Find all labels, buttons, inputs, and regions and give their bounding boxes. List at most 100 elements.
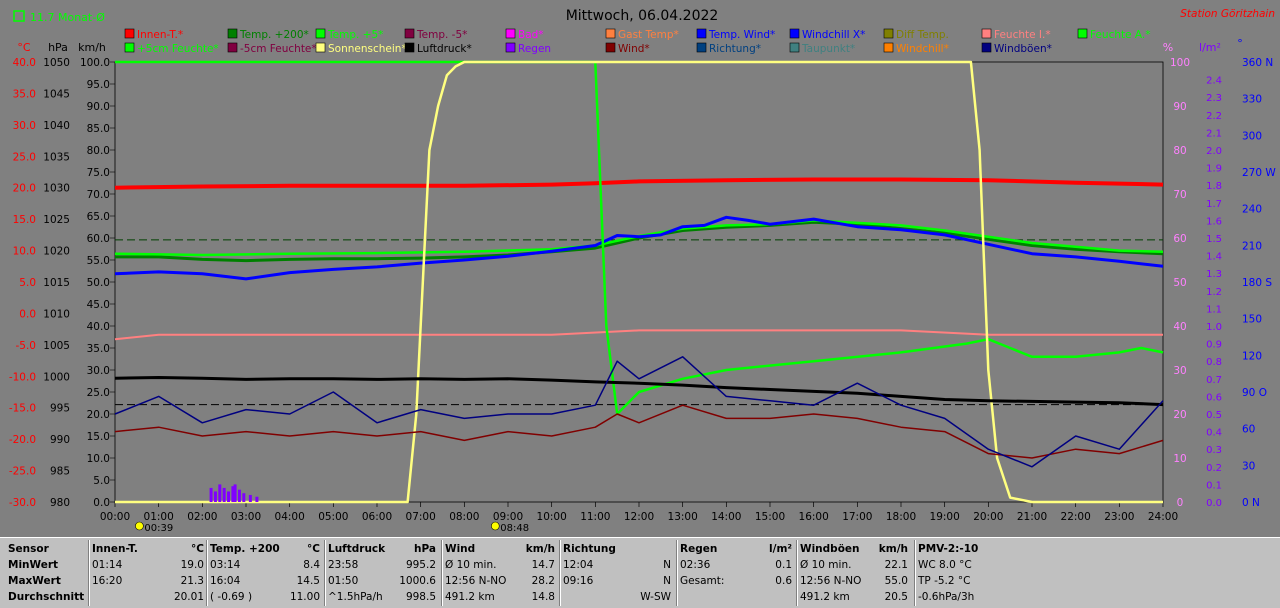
time-tick-label: 18:00 bbox=[886, 511, 916, 523]
wind-tick-label: 90.0 bbox=[87, 101, 110, 113]
legend-label: Temp. +5* bbox=[327, 29, 383, 41]
rain-tick-label: 2.3 bbox=[1206, 93, 1222, 104]
rain-bar bbox=[248, 494, 252, 502]
time-tick-label: 01:00 bbox=[144, 511, 174, 523]
rain-bar bbox=[242, 493, 246, 502]
direction-tick-label: 240 bbox=[1242, 204, 1262, 216]
humidity-tick-label: 0 bbox=[1177, 497, 1184, 509]
time-tick-label: 24:00 bbox=[1148, 511, 1178, 523]
stats-column-title: PMV-2:-10 bbox=[918, 543, 979, 555]
stats-row: -0.6hPa/3h bbox=[918, 589, 1018, 605]
rain-tick-label: 1.8 bbox=[1206, 181, 1222, 192]
pressure-tick-label: 1015 bbox=[43, 277, 70, 289]
stats-column: Windböen km/h Ø 10 min. 22.1 12:56 N-NO 55.0 4… bbox=[800, 541, 908, 607]
stats-cell-value: 0.1 bbox=[775, 559, 792, 571]
stats-row: 02:36 0.1 bbox=[680, 557, 792, 573]
stats-cell-label: Ø 10 min. bbox=[800, 559, 852, 571]
stats-row: Ø 10 min. 22.1 bbox=[800, 557, 908, 573]
stats-column-title: Temp. +200 bbox=[210, 543, 280, 555]
rain-tick-label: 0.0 bbox=[1206, 498, 1222, 509]
page-title: Mittwoch, 06.04.2022 bbox=[566, 8, 719, 24]
series-line-3 bbox=[114, 215, 1164, 281]
temp-indicator-icon bbox=[13, 10, 25, 22]
stats-cell-label: 12:56 N-NO bbox=[445, 575, 507, 587]
stats-cell-label: ( -0.69 ) bbox=[210, 591, 253, 603]
stats-cell-label: 09:16 bbox=[563, 575, 594, 587]
stats-cell-label: 01:50 bbox=[328, 575, 359, 587]
rain-bar bbox=[255, 496, 259, 502]
legend-swatch bbox=[227, 28, 238, 39]
legend-label: Innen-T.* bbox=[137, 29, 183, 41]
rain-bar bbox=[213, 491, 217, 502]
pressure-tick-label: 1010 bbox=[43, 308, 70, 320]
stats-cell-label: 02:36 bbox=[680, 559, 711, 571]
stats-column-header: PMV-2:-10 bbox=[918, 541, 1018, 557]
time-axis-labels: 00:00 01:00 02:00 03:00 04:00 05:00 06:00 07:00… bbox=[100, 511, 1178, 523]
wind-tick-label: 40.0 bbox=[87, 321, 110, 333]
stats-cell-value: 20.01 bbox=[173, 591, 204, 603]
stats-cell-value: 14.7 bbox=[531, 559, 555, 571]
stats-row: 12:56 N-NO 55.0 bbox=[800, 573, 908, 589]
direction-tick-label: 270 W bbox=[1242, 167, 1276, 179]
legend-swatch bbox=[605, 42, 616, 53]
direction-unit: ° bbox=[1237, 37, 1243, 50]
label-sensor: Sensor bbox=[8, 543, 49, 555]
direction-tick-label: 90 O bbox=[1242, 387, 1267, 399]
legend-label: +5cm Feuchte* bbox=[137, 43, 219, 55]
wind-tick-label: 45.0 bbox=[87, 299, 110, 311]
legend-label: Temp. +200* bbox=[239, 29, 309, 41]
rain-tick-label: 0.4 bbox=[1206, 428, 1222, 439]
humidity-tick-label: 90 bbox=[1173, 101, 1186, 113]
stats-column-title: Richtung bbox=[563, 543, 616, 555]
temp-tick-label: 35.0 bbox=[13, 88, 36, 100]
stats-row: 491.2 km 14.8 bbox=[445, 589, 555, 605]
series-line-0 bbox=[114, 177, 1164, 190]
humidity-tick-label: 20 bbox=[1173, 409, 1186, 421]
wind-tick-label: 100.0 bbox=[80, 57, 110, 69]
time-tick-label: 02:00 bbox=[187, 511, 217, 523]
stats-cell-value: 21.3 bbox=[180, 575, 204, 587]
direction-tick-label: 150 bbox=[1242, 314, 1262, 326]
time-tick-label: 09:00 bbox=[493, 511, 523, 523]
series-line-2 bbox=[114, 219, 1164, 257]
wind-tick-label: 75.0 bbox=[87, 167, 110, 179]
pressure-tick-label: 1050 bbox=[43, 57, 70, 69]
temp-tick-label: 10.0 bbox=[13, 246, 36, 258]
wind-tick-label: 50.0 bbox=[87, 277, 110, 289]
legend-swatch bbox=[227, 42, 238, 53]
pressure-tick-label: 995 bbox=[50, 403, 70, 415]
stats-column-header: Windböen km/h bbox=[800, 541, 908, 557]
stats-column-header: Richtung bbox=[563, 541, 671, 557]
time-tick-label: 19:00 bbox=[930, 511, 960, 523]
legend-swatch bbox=[981, 28, 992, 39]
rain-bar bbox=[209, 487, 213, 502]
rain-unit: l/m² bbox=[1199, 41, 1221, 54]
stats-cell-value: 8.4 bbox=[303, 559, 320, 571]
rain-tick-label: 2.4 bbox=[1206, 76, 1222, 87]
stats-column-header: Luftdruck hPa bbox=[328, 541, 436, 557]
stats-cell-value: 998.5 bbox=[405, 591, 436, 603]
legend-swatch bbox=[124, 42, 135, 53]
stats-cell-value: 14.8 bbox=[531, 591, 555, 603]
series-line-6 bbox=[115, 60, 1163, 504]
column-separator bbox=[88, 540, 90, 606]
legend-label: Temp. Wind* bbox=[708, 29, 775, 41]
legend-label: Bad* bbox=[518, 29, 544, 41]
legend-label: Regen bbox=[518, 43, 551, 55]
stats-cell-label: 16:20 bbox=[92, 575, 123, 587]
stats-row: Ø 10 min. 14.7 bbox=[445, 557, 555, 573]
temp-tick-label: -20.0 bbox=[9, 434, 36, 446]
stats-cell-label: 23:58 bbox=[328, 559, 359, 571]
rain-tick-label: 2.2 bbox=[1206, 111, 1222, 122]
stats-cell-value: W-SW bbox=[640, 591, 671, 603]
humidity-tick-label: 40 bbox=[1173, 321, 1186, 333]
stats-row: 01:14 19.0 bbox=[92, 557, 204, 573]
series-line-9 bbox=[114, 356, 1164, 468]
rain-bar bbox=[231, 486, 235, 502]
stats-column-unit: °C bbox=[307, 543, 320, 555]
legend-swatch bbox=[696, 28, 707, 39]
time-tick-label: 11:00 bbox=[580, 511, 610, 523]
time-tick-label: 15:00 bbox=[755, 511, 785, 523]
direction-tick-label: 360 N bbox=[1242, 57, 1273, 69]
temp-tick-label: 15.0 bbox=[13, 214, 36, 226]
